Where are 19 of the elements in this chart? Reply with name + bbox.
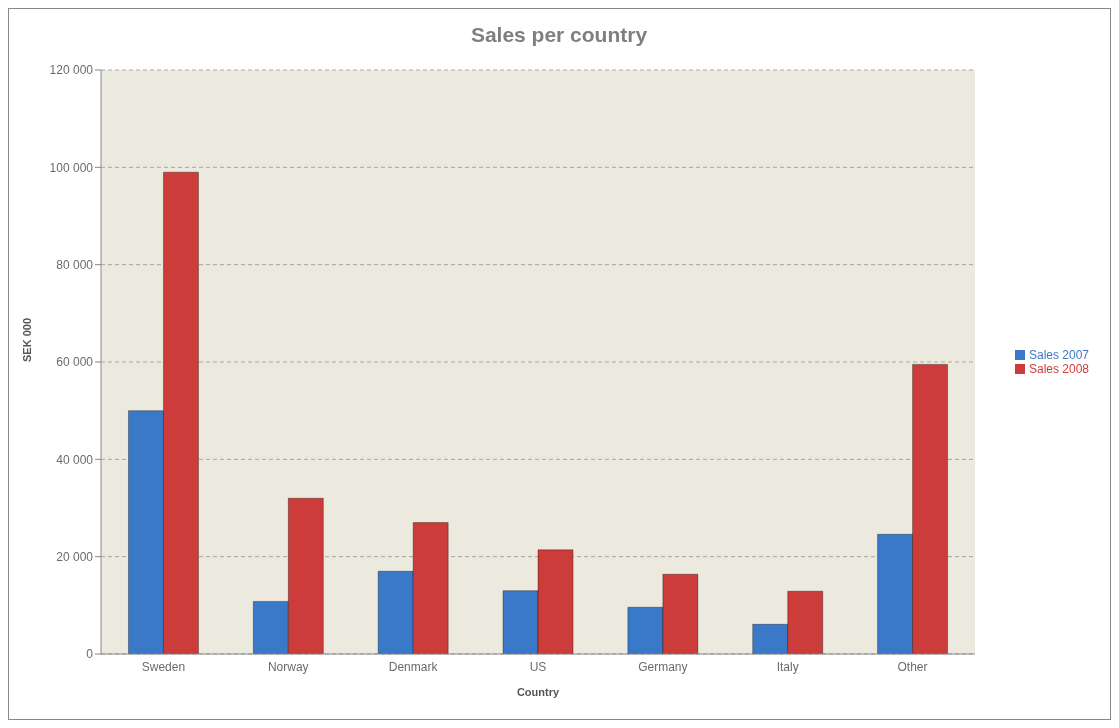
y-tick-label: 60 000: [56, 355, 94, 370]
x-tick-label: Other: [897, 659, 928, 674]
y-axis-title: SEK 000: [20, 317, 33, 362]
y-tick-label: 80 000: [56, 257, 94, 272]
x-tick-label: US: [529, 659, 547, 674]
x-tick-label: Sweden: [141, 659, 186, 674]
x-axis-title: Country: [516, 686, 560, 698]
legend-label: Sales 2007: [1028, 347, 1089, 362]
legend-label: Sales 2008: [1028, 361, 1089, 376]
y-tick-label: 0: [86, 647, 94, 662]
y-tick-label: 120 000: [49, 63, 94, 78]
x-tick-label: Italy: [776, 659, 799, 674]
x-tick-label: Norway: [267, 659, 309, 674]
y-tick-label: 100 000: [49, 160, 94, 175]
x-tick-label: Denmark: [388, 659, 439, 674]
chart-title: Sales per country: [469, 23, 649, 47]
y-tick-label: 40 000: [56, 452, 94, 467]
x-tick-label: Germany: [638, 659, 688, 674]
y-tick-label: 20 000: [56, 549, 94, 564]
